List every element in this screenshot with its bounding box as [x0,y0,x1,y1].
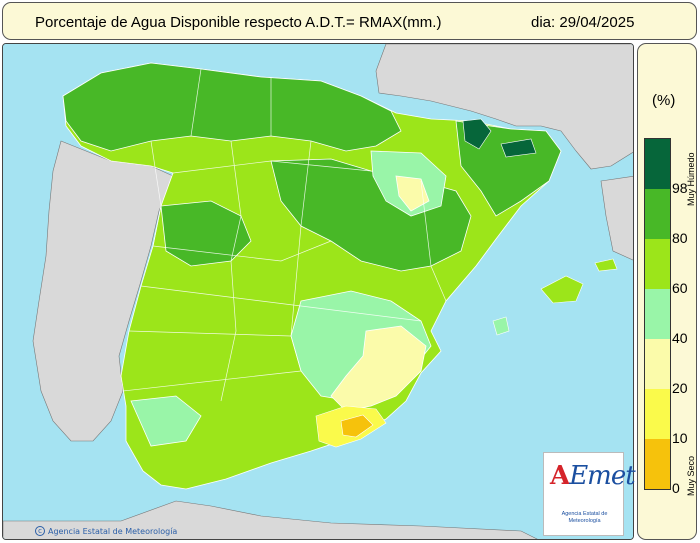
legend-tick-40: 40 [672,330,688,346]
iberia-map [3,44,633,539]
legend-tick-98: 98 [672,180,688,196]
aran-very-wet [500,138,537,158]
zaragoza-dry-zone [395,175,430,212]
murcia-dry-zone [330,325,427,412]
legend-tick-60: 60 [672,280,688,296]
map-panel: c Agencia Estatal de Meteorología [2,43,634,540]
province-borders [122,68,447,402]
legend-class-10-20 [645,389,670,439]
ibiza-island [492,316,510,336]
legend-class-80-98 [645,189,670,239]
catalonia-wet-zone [455,120,562,217]
legend-panel: (%) 98 80 60 40 20 10 0 Muy Húmedo Muy S… [637,43,697,540]
legend-tick-80: 80 [672,230,688,246]
legend-class-0-10 [645,439,670,489]
copyright-icon: c [35,526,45,536]
southwest-moderate-zone [130,395,202,447]
map-date: dia: 29/04/2025 [531,14,635,31]
title-bar: Porcentaje de Agua Disponible respecto A… [2,2,697,40]
france-land [375,44,633,170]
legend-class-98-100 [645,139,670,189]
credit-text: Agencia Estatal de Meteorología [48,526,178,536]
map-title: Porcentaje de Agua Disponible respecto A… [35,14,442,31]
italy-land [600,175,633,261]
legend-class-40-60 [645,289,670,339]
legend-top-label: Muy Húmedo [686,152,696,206]
credit-line: c Agencia Estatal de Meteorología [35,526,177,536]
pyrenees-very-wet [462,118,492,150]
aemet-logo-subtitle: Agencia Estatal de Meteorología [561,511,608,524]
africa-land [3,500,538,539]
menorca-island [594,258,618,272]
legend-tick-10: 10 [672,430,688,446]
north-wet-zone [62,62,402,152]
legend-tick-20: 20 [672,380,688,396]
legend-class-60-80 [645,239,670,289]
legend-class-20-40 [645,339,670,389]
legend-color-bar [644,138,671,490]
aemet-logo-mark: AEmet [550,461,636,491]
legend-tick-0: 0 [672,480,680,496]
mallorca-island [540,275,584,304]
aemet-logo: AEmet Agencia Estatal de Meteorología [543,452,636,536]
legend-unit: (%) [652,92,676,109]
almeria-very-dry-zone [340,414,374,438]
legend-bottom-label: Muy Seco [686,455,696,496]
